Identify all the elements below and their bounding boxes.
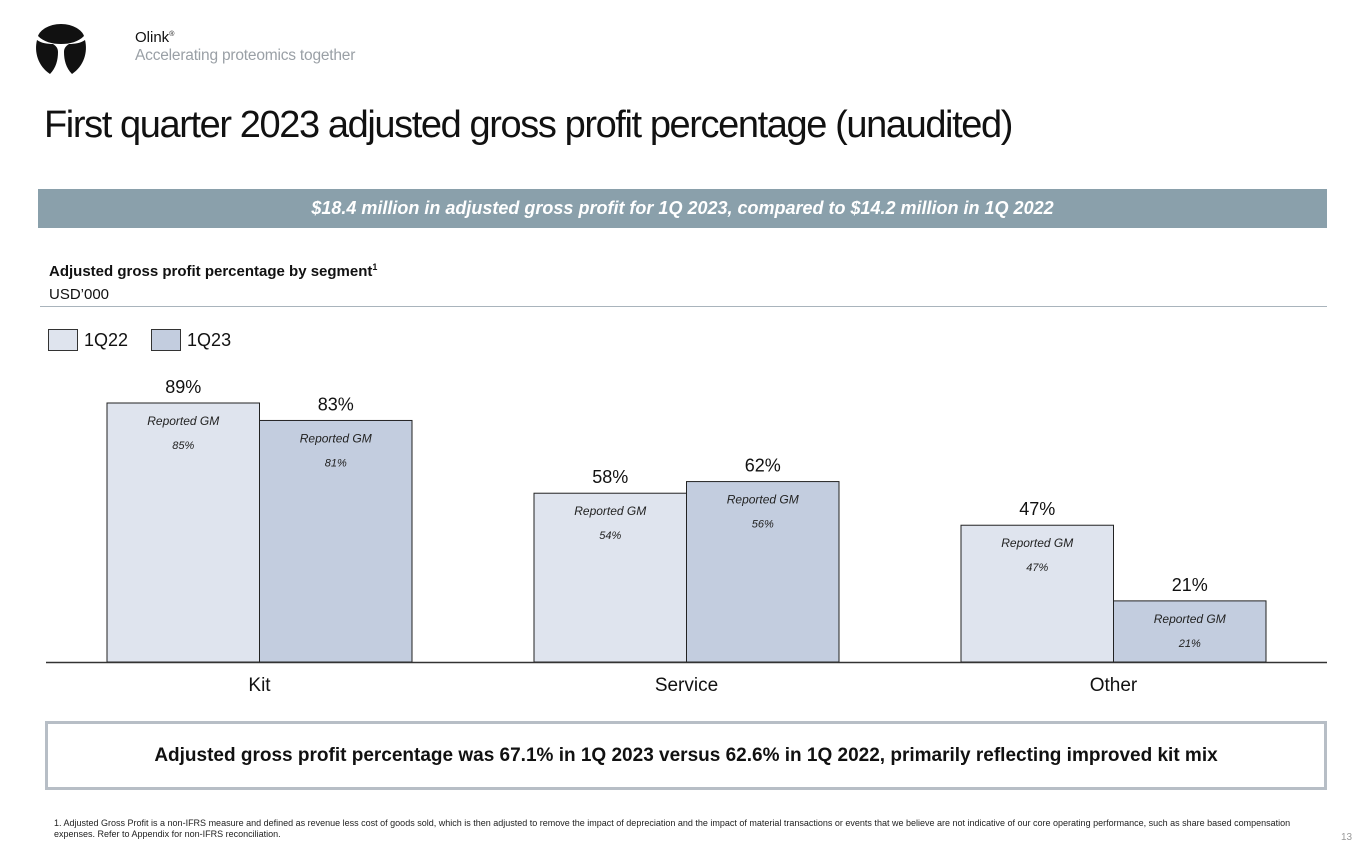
unit-label: USD’000 [49, 286, 110, 303]
reported-gm-caption-1q23-service: Reported GM [727, 493, 799, 507]
value-label-1q22-other: 47% [1019, 499, 1055, 519]
category-label-service: Service [655, 675, 718, 696]
legend-label-1q23: 1Q23 [187, 329, 232, 350]
chart-legend: 1Q22 1Q23 [48, 329, 254, 351]
reported-gm-value-1q22-service: 54% [599, 530, 621, 542]
reported-gm-value-1q22-kit: 85% [172, 440, 194, 452]
bar-chart: 89% Reported GM 85% 83% Reported GM 81% Kit 58%… [46, 377, 1327, 696]
reported-gm-caption-1q23-other: Reported GM [1154, 612, 1226, 626]
legend-label-1q22: 1Q22 [84, 329, 129, 350]
legend-item-1q23: 1Q23 [151, 329, 231, 351]
summary-callout: Adjusted gross profit percentage was 67.… [45, 721, 1327, 790]
category-label-kit: Kit [248, 675, 271, 696]
section-divider [40, 306, 1327, 307]
reported-gm-value-1q23-service: 56% [752, 519, 774, 531]
reported-gm-caption-1q23-kit: Reported GM [300, 431, 372, 445]
brand-name: Olink® [135, 29, 175, 46]
value-label-1q23-kit: 83% [318, 394, 354, 414]
reported-gm-caption-1q22-kit: Reported GM [147, 414, 219, 428]
value-label-1q23-service: 62% [745, 456, 781, 476]
olink-logo-icon [36, 24, 86, 74]
brand-tagline: Accelerating proteomics together [135, 47, 356, 64]
bar-1q22-service [533, 492, 687, 663]
bar-1q23-kit [259, 419, 413, 663]
reported-gm-value-1q23-kit: 81% [325, 457, 347, 469]
bar-1q22-other [960, 524, 1114, 663]
registered-mark: ® [169, 31, 175, 38]
reported-gm-value-1q22-other: 47% [1026, 562, 1048, 574]
legend-swatch-1q23 [151, 329, 182, 351]
highlight-banner: $18.4 million in adjusted gross profit f… [38, 189, 1327, 228]
page-number: 13 [1341, 832, 1353, 843]
reported-gm-caption-1q22-service: Reported GM [574, 504, 646, 518]
legend-swatch-1q22 [48, 329, 78, 351]
reported-gm-value-1q23-other: 21% [1178, 638, 1201, 650]
value-label-1q22-kit: 89% [165, 377, 201, 397]
category-label-other: Other [1090, 675, 1138, 696]
footnote-ref: 1 [372, 262, 378, 272]
footnote: 1. Adjusted Gross Profit is a non-IFRS m… [54, 818, 1291, 839]
reported-gm-caption-1q22-other: Reported GM [1001, 536, 1073, 550]
value-label-1q22-service: 58% [592, 467, 628, 487]
bar-1q23-other [1113, 600, 1267, 663]
brand-block: Olink® Accelerating proteomics together [135, 30, 355, 64]
legend-item-1q22: 1Q22 [48, 329, 128, 351]
bar-1q23-service [686, 481, 840, 663]
bar-1q22-kit [106, 402, 260, 663]
section-heading: Adjusted gross profit percentage by segm… [49, 262, 378, 280]
page-title: First quarter 2023 adjusted gross profit… [44, 104, 1013, 146]
value-label-1q23-other: 21% [1172, 575, 1208, 595]
